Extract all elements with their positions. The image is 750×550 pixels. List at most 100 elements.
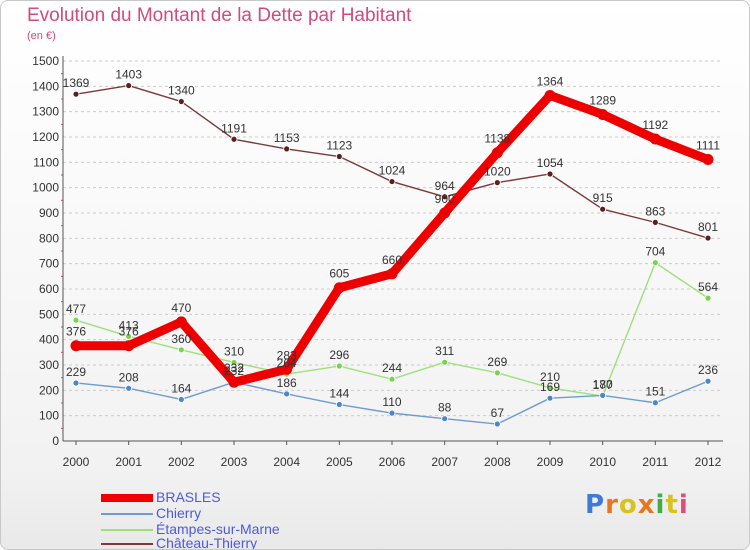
logo-letter: t: [665, 490, 679, 520]
data-label-brasles: 376: [66, 325, 86, 339]
data-point-chierry: [493, 420, 501, 428]
data-point-chateau-thierry: [441, 193, 449, 201]
data-point-etampes: [441, 358, 449, 366]
data-label-brasles: 660: [382, 253, 402, 267]
chart-title: Evolution du Montant de la Dette par Hab…: [27, 5, 412, 26]
proxiti-logo: Proxiti: [585, 490, 689, 520]
logo-letter: r: [605, 490, 619, 520]
data-label-etampes: 360: [171, 332, 191, 346]
data-point-etampes: [177, 346, 185, 354]
data-label-etampes: 310: [224, 344, 244, 358]
y-tick-label: 700: [39, 257, 59, 271]
data-point-brasles: [597, 108, 609, 120]
y-tick-label: 1200: [32, 130, 59, 144]
data-point-brasles: [491, 147, 503, 159]
x-tick-label: 2004: [273, 455, 300, 469]
data-point-chateau-thierry: [125, 82, 133, 89]
data-label-brasles: 1364: [537, 74, 564, 88]
data-label-brasles: 900: [435, 192, 455, 206]
data-point-etampes: [546, 384, 554, 392]
data-label-chateau-thierry: 1191: [221, 121, 247, 135]
data-label-chateau-thierry: 1403: [115, 68, 142, 82]
data-label-chierry: 180: [593, 377, 613, 391]
data-point-brasles: [281, 363, 293, 375]
data-label-chateau-thierry: 801: [698, 220, 718, 234]
data-point-chateau-thierry: [177, 98, 185, 105]
data-label-chierry: 208: [119, 370, 139, 384]
data-label-etampes: 704: [645, 245, 665, 259]
legend-swatch-etampes: [101, 529, 153, 531]
data-point-etampes: [335, 362, 343, 370]
data-label-brasles: 470: [171, 301, 191, 315]
data-point-chateau-thierry: [599, 205, 607, 213]
y-tick-label: 0: [52, 434, 59, 448]
data-label-brasles: 1289: [589, 93, 616, 107]
data-label-chierry: 236: [698, 363, 718, 377]
y-tick-label: 400: [39, 333, 59, 347]
y-tick-label: 100: [39, 409, 59, 423]
x-tick-label: 2002: [168, 455, 195, 469]
x-tick-label: 2007: [431, 455, 458, 469]
data-label-chierry: 164: [171, 381, 191, 395]
y-tick-label: 300: [39, 358, 59, 372]
data-point-chierry: [704, 377, 712, 385]
data-label-brasles: 1192: [642, 118, 668, 132]
data-point-chateau-thierry: [388, 178, 396, 185]
x-tick-label: 2009: [537, 455, 564, 469]
data-point-chierry: [599, 391, 607, 399]
data-label-chierry: 151: [645, 385, 665, 399]
data-point-chierry: [651, 399, 659, 407]
data-point-brasles: [702, 154, 714, 166]
x-tick-label: 2006: [379, 455, 406, 469]
data-point-chierry: [283, 390, 291, 398]
data-point-chateau-thierry: [704, 234, 712, 242]
series-line-chateau-thierry: [75, 84, 709, 239]
legend-label-chateau-thierry: Château-Thierry: [156, 535, 258, 550]
y-tick-label: 1400: [32, 79, 59, 93]
legend-label-chierry: Chierry: [156, 505, 202, 521]
data-label-etampes: 264: [277, 356, 297, 370]
data-point-etampes: [230, 359, 238, 366]
data-point-brasles: [649, 133, 661, 145]
legend-label-etampes: Étampes-sur-Marne: [156, 521, 280, 537]
data-point-etampes: [651, 259, 659, 267]
x-tick-label: 2010: [589, 455, 616, 469]
data-point-brasles: [544, 89, 556, 101]
y-tick-label: 1000: [32, 181, 59, 195]
data-point-chateau-thierry: [493, 179, 501, 187]
data-point-chierry: [388, 409, 396, 417]
x-tick-label: 2000: [63, 455, 90, 469]
legend-swatch-chateau-thierry: [101, 543, 153, 545]
x-tick-label: 2012: [695, 455, 722, 469]
data-label-etampes: 244: [382, 361, 402, 375]
data-label-chateau-thierry: 1153: [274, 131, 300, 145]
logo-letter: i: [655, 490, 666, 520]
data-point-brasles: [439, 207, 451, 219]
data-point-chateau-thierry: [283, 145, 291, 153]
data-label-brasles: 605: [329, 267, 349, 281]
data-point-brasles: [123, 340, 135, 352]
data-label-etampes: 296: [329, 348, 349, 362]
x-tick-label: 2005: [326, 455, 353, 469]
data-point-etampes: [125, 332, 133, 340]
legend-swatch-brasles: [101, 494, 153, 502]
data-label-chateau-thierry: 1020: [484, 165, 511, 179]
data-label-chierry: 169: [540, 380, 560, 394]
data-label-etampes: 564: [698, 280, 718, 294]
data-label-chateau-thierry: 915: [593, 191, 613, 205]
data-label-etampes: 269: [487, 355, 507, 369]
x-tick-label: 2008: [484, 455, 511, 469]
data-point-etampes: [388, 375, 396, 383]
data-point-brasles: [175, 316, 187, 328]
x-tick-label: 2003: [221, 455, 248, 469]
logo-letter: i: [678, 490, 689, 520]
chart-subtitle: (en €): [27, 30, 56, 42]
data-label-brasles: 376: [119, 325, 139, 339]
data-point-chateau-thierry: [230, 135, 238, 143]
y-tick-label: 900: [39, 206, 59, 220]
data-label-chierry: 144: [329, 387, 349, 401]
data-point-chierry: [335, 401, 343, 408]
y-tick-label: 200: [39, 383, 59, 397]
